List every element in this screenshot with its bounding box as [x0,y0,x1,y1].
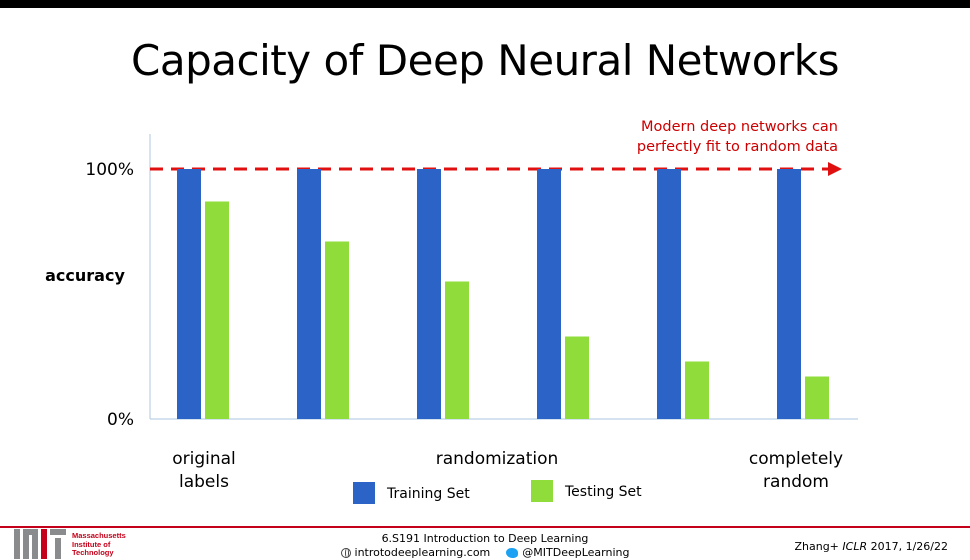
training-bar [417,169,441,419]
globe-icon [340,547,351,558]
footer-divider [0,526,970,528]
x-group-label: original [172,449,236,469]
testing-bar [205,201,229,419]
twitter-handle: @MITDeepLearning [522,546,630,559]
testing-bar [565,336,589,419]
x-group-label: labels [179,472,229,492]
testing-bar [805,376,829,419]
citation: Zhang+ ICLR 2017, 1/26/22 [794,540,948,553]
x-group-label: randomization [436,449,559,469]
y-tick-label: 0% [107,410,134,430]
testing-bar [685,361,709,419]
annotation-text: Modern deep networks can [641,119,838,135]
x-group-label: completely [749,449,843,469]
mit-logo [14,529,66,559]
citation-prefix: Zhang+ [794,540,843,553]
x-group-label: random [763,472,829,492]
chart-bars [177,169,829,419]
training-bar [297,169,321,419]
legend-swatch [531,480,553,502]
legend-label: Training Set [386,486,470,502]
institution-line: Massachusetts [72,531,126,540]
legend-label: Testing Set [564,484,642,500]
chart-axes [149,134,858,420]
course-title: 6.S191 Introduction to Deep Learning [381,532,589,545]
legend-swatch [353,482,375,504]
chart-legend: Training Set Testing Set [353,480,642,504]
slide: Capacity of Deep Neural Networks 100% 0% a… [0,8,970,560]
y-axis-label: accuracy [45,266,125,285]
testing-bar [325,241,349,419]
institution-line: Institute of [72,539,111,549]
institution-line: Technology [72,548,114,557]
y-tick-label: 100% [85,160,134,180]
training-bar [777,169,801,419]
website-text: introtodeeplearning.com [354,546,491,559]
chart-labels: 100% 0% accuracy Modern deep networks can pe… [45,119,843,492]
twitter-link[interactable]: @MITDeepLearning [506,546,629,559]
twitter-icon [506,547,519,558]
citation-suffix: 2017, 1/26/22 [867,540,948,553]
citation-venue: ICLR [842,540,868,553]
institution-name: Massachusetts Institute of Technology [72,531,126,558]
footer-links: introtodeeplearning.com @MITDeepLearning [0,546,970,559]
training-bar [177,169,201,419]
testing-bar [445,281,469,419]
training-bar [657,169,681,419]
bar-chart: 100% 0% accuracy Modern deep networks can pe… [45,119,858,504]
reference-arrow [828,162,842,176]
website-link[interactable]: introtodeeplearning.com [340,546,491,559]
slide-title: Capacity of Deep Neural Networks [131,36,839,85]
training-bar [537,169,561,419]
annotation-text: perfectly fit to random data [637,139,838,155]
